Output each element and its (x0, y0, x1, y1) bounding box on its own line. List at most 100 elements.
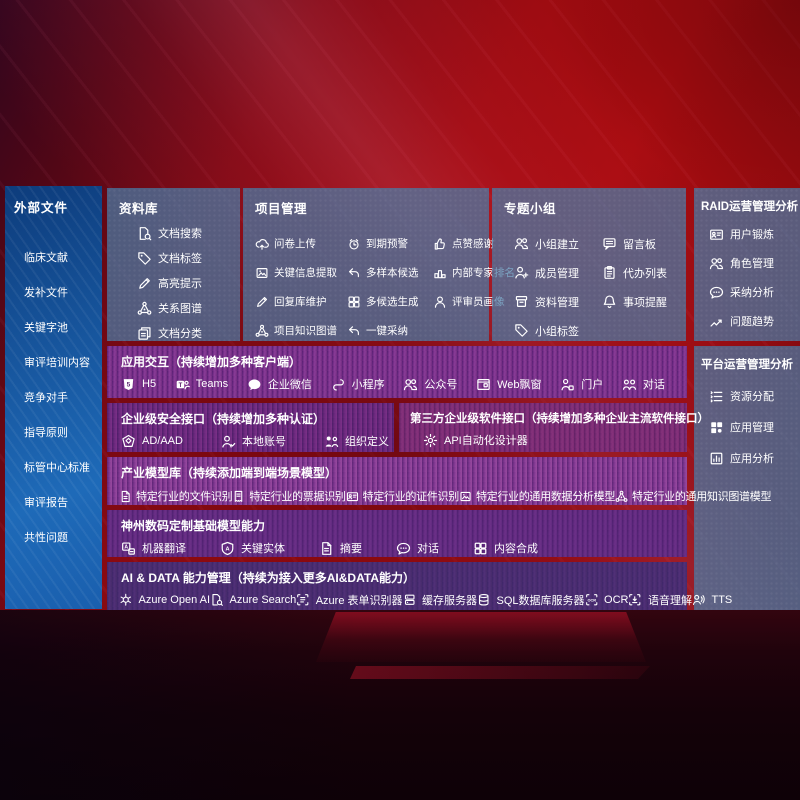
laptop-silhouette (316, 612, 646, 662)
feature-item: H5 (121, 377, 156, 392)
multi-generate-icon (347, 295, 361, 309)
machine-translate-icon (121, 541, 136, 556)
feature-item: 关键信息提取 (255, 265, 347, 280)
security-interface-title: 企业级安全接口（持续增加多种认证） (121, 412, 326, 426)
ai-data-list: Azure Open AI Azure Search Azure 表单识别器 缓存服务… (107, 586, 732, 608)
key-info-extract-icon (255, 266, 269, 280)
feature-item: 小组建立 (514, 236, 602, 252)
feature-item: 到期预警 (347, 236, 433, 251)
feature-item: 特定行业的通用知识图谱模型 (615, 488, 771, 504)
feature-item: SQL数据库服务器 (477, 592, 585, 608)
feature-item: Azure 表单识别器 (296, 592, 403, 608)
feature-item: 应用分析 (709, 450, 800, 466)
feature-item: 特定行业的票据识别 (232, 488, 346, 504)
feature-item: 公众号 (403, 376, 457, 392)
sql-db-icon (477, 593, 491, 607)
industry-model-list: 特定行业的文件识别 特定行业的票据识别 特定行业的证件识别 特定行业的通用数据分析模型… (107, 481, 771, 504)
topic-group-box: 专题小组 小组建立 成员管理 资料管理 小组标签 留言板 代办列表 事项提醒 (492, 188, 686, 341)
feature-item: 特定行业的通用数据分析模型 (459, 488, 615, 504)
feature-item: 高亮提示 (137, 275, 240, 291)
external-file-item: 发补文件 (24, 287, 68, 299)
ai-data-title: AI & DATA 能力管理（持续为接入更多AI&DATA能力） (121, 571, 415, 585)
base-model-row: 神州数码定制基础模型能力 机器翻译 关键实体 摘要 对话 内容合成 (107, 510, 687, 557)
app-analysis-icon (709, 451, 724, 466)
feature-item: 文档分类 (137, 325, 240, 341)
document-category-icon (137, 326, 152, 341)
base-model-title: 神州数码定制基础模型能力 (121, 519, 266, 533)
feature-item: 语音理解 (628, 592, 692, 608)
miniprogram-icon (331, 377, 346, 392)
resource-allocation-icon (709, 389, 724, 404)
laptop-base-silhouette (350, 666, 650, 679)
dialog-icon (622, 377, 637, 392)
feature-item: 对话 (622, 376, 665, 392)
feature-item: 组织定义 (324, 433, 389, 449)
feature-item: 评审员画像 (433, 294, 515, 309)
external-file-item: 共性问题 (24, 532, 68, 544)
speech-understanding-icon (628, 593, 642, 607)
raid-analysis-panel: RAID运营管理分析 用户锻炼 角色管理 采纳分析 问题趋势 (694, 188, 800, 341)
external-files-panel: 外部文件 临床文献 发补文件 关键字池 审评培训内容 竞争对手 指导原则 标管中心标准 审评报… (5, 186, 102, 609)
cache-server-icon (403, 593, 417, 607)
feature-item: 关系图谱 (137, 300, 240, 316)
feature-item: 一键采纳 (347, 323, 433, 338)
ad-aad-icon (121, 434, 136, 449)
industry-model-row: 产业模型库（持续添加端到端场景模型） 特定行业的文件识别 特定行业的票据识别 特定行… (107, 457, 771, 505)
library-list: 文档搜索 文档标签 高亮提示 关系图谱 文档分类 (107, 225, 240, 341)
org-definition-icon (324, 434, 339, 449)
cloud-upload-icon (255, 237, 269, 251)
feature-item: 多候选生成 (347, 294, 433, 309)
feature-item: 角色管理 (709, 255, 800, 271)
tag-icon (137, 251, 152, 266)
id-recognition-icon (346, 490, 359, 503)
knowledge-graph-icon (255, 324, 269, 338)
teams-icon (175, 377, 190, 392)
external-file-item: 指导原则 (24, 427, 68, 439)
third-party-interface-list: API自动化设计器 (399, 426, 687, 448)
feature-item: 用户锻炼 (709, 226, 800, 242)
feature-item: 应用管理 (709, 419, 800, 435)
feature-item: OCR (585, 593, 628, 607)
feature-item: Teams (175, 377, 228, 392)
feature-item: 回复库维护 (255, 294, 347, 309)
app-interaction-list: H5 Teams 企业微信 小程序 公众号 Web飘窗 门户 对话 (107, 370, 687, 392)
feature-item: Azure Open AI (119, 593, 210, 607)
project-management-box: 项目管理 问卷上传 关键信息提取 回复库维护 项目知识图谱 到期预警 多样本候选 多候选生成… (243, 188, 515, 341)
openai-icon (119, 593, 133, 607)
feature-item: TTS (692, 593, 732, 607)
feature-item: 资料管理 (514, 294, 602, 310)
web-window-icon (476, 377, 491, 392)
wecom-icon (247, 377, 262, 392)
project-management-list: 问卷上传 关键信息提取 回复库维护 项目知识图谱 到期预警 多样本候选 多候选生成 一键采纳 点… (255, 229, 515, 345)
feature-item: 文档标签 (137, 250, 240, 266)
key-entity-icon (220, 541, 235, 556)
project-management-title: 项目管理 (255, 202, 308, 216)
external-file-item: 审评培训内容 (24, 357, 90, 369)
feature-item: 成员管理 (514, 265, 602, 281)
library-box: 资料库 文档搜索 文档标签 高亮提示 关系图谱 文档分类 (107, 188, 240, 341)
feature-item: Azure Search (210, 593, 296, 607)
feature-item: 留言板 (602, 236, 686, 252)
external-file-item: 关键字池 (24, 322, 68, 334)
ai-data-row: AI & DATA 能力管理（持续为接入更多AI&DATA能力） Azure O… (107, 562, 732, 610)
library-title: 资料库 (119, 202, 159, 216)
chat-icon (396, 541, 411, 556)
user-card-icon (709, 227, 724, 242)
feature-item: 资源分配 (709, 388, 800, 404)
feature-item: 事项提醒 (602, 294, 686, 310)
feature-item: 企业微信 (247, 376, 312, 392)
role-manage-icon (709, 256, 724, 271)
feature-item: 点赞感谢 (433, 236, 515, 251)
industry-model-title: 产业模型库（持续添加端到端场景模型） (121, 466, 338, 480)
azure-search-icon (210, 593, 224, 607)
platform-analysis-title: 平台运营管理分析 (701, 359, 793, 371)
feature-item: Web飘窗 (476, 376, 541, 392)
data-analysis-model-icon (459, 490, 472, 503)
summary-icon (319, 541, 334, 556)
multi-sample-icon (347, 266, 361, 280)
external-file-item: 审评报告 (24, 497, 68, 509)
tts-icon (692, 593, 706, 607)
receipt-recognition-icon (232, 490, 245, 503)
feature-item: 摘要 (319, 540, 362, 556)
reviewer-profile-icon (433, 295, 447, 309)
